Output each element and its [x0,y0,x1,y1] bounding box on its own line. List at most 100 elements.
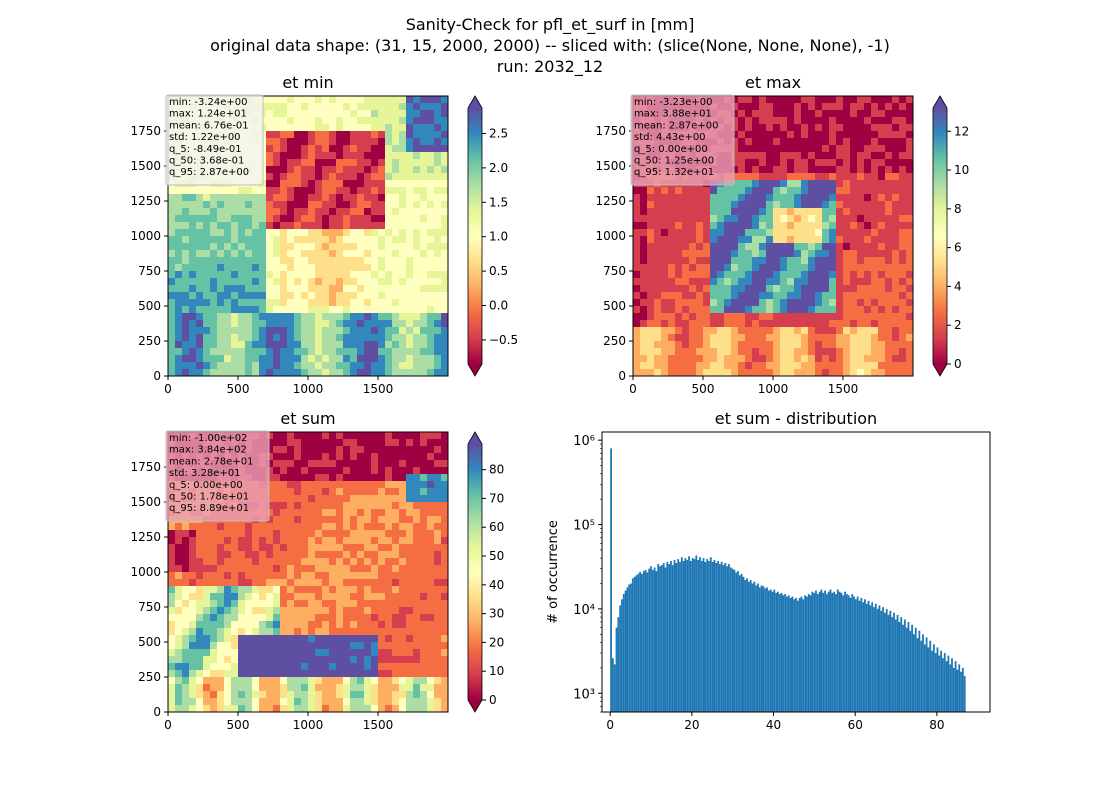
map-cell [336,152,344,160]
colorbar-tick-label: 4 [954,279,962,293]
map-cell [696,264,704,272]
map-cell [689,362,697,370]
map-cell [217,201,225,209]
map-cell [441,369,448,376]
map-cell [182,327,190,335]
map-cell [385,656,393,664]
map-cell [371,166,379,174]
map-cell [203,355,211,363]
map-cell [252,705,260,712]
map-cell [773,229,781,237]
map-cell [175,621,183,629]
map-cell [759,110,767,118]
map-cell [210,558,218,566]
map-cell [203,320,211,328]
map-cell [385,432,393,440]
map-cell [189,264,197,272]
map-cell [710,250,718,258]
map-cell [315,180,323,188]
map-cell [329,159,337,167]
map-cell [441,292,448,300]
map-cell [850,222,858,230]
map-cell [329,180,337,188]
map-cell [371,621,379,629]
map-cell [689,243,697,251]
map-cell [329,348,337,356]
map-cell [654,229,662,237]
map-cell [420,579,428,587]
map-cell [434,551,442,559]
map-cell [168,271,176,279]
map-cell [182,355,190,363]
map-cell [668,362,676,370]
map-cell [301,684,309,692]
map-cell [399,579,407,587]
map-cell [329,649,337,657]
map-cell [252,292,260,300]
map-cell [378,271,386,279]
map-cell [689,327,697,335]
map-cell [196,222,204,230]
map-cell [203,236,211,244]
map-cell [441,131,448,139]
map-cell [871,159,879,167]
map-cell [738,201,746,209]
map-cell [434,152,442,160]
map-cell [780,103,788,111]
map-cell [203,306,211,314]
map-cell [899,166,907,174]
map-cell [406,516,414,524]
map-cell [287,614,295,622]
map-cell [766,285,774,293]
map-cell [329,628,337,636]
map-cell [224,551,232,559]
map-cell [336,586,344,594]
map-cell [427,502,435,510]
map-cell [441,481,448,489]
map-cell [336,320,344,328]
x-tick-label: 0 [164,718,172,732]
map-cell [308,607,316,615]
map-cell [640,208,648,216]
map-cell [420,670,428,678]
map-cell [182,656,190,664]
map-cell [308,285,316,293]
map-cell [266,656,274,664]
map-cell [766,292,774,300]
map-cell [308,488,316,496]
hist-bar [637,573,640,712]
map-cell [280,649,288,657]
map-cell [420,278,428,286]
map-cell [336,705,344,712]
map-cell [224,642,232,650]
map-cell [801,348,809,356]
map-cell [392,495,400,503]
map-cell [364,145,372,153]
map-cell [703,306,711,314]
map-cell [864,292,872,300]
map-cell [287,656,295,664]
map-cell [829,173,837,181]
map-cell [231,250,239,258]
map-cell [654,299,662,307]
map-cell [350,530,358,538]
map-cell [864,187,872,195]
map-cell [350,502,358,510]
map-cell [794,348,802,356]
map-cell [885,180,893,188]
map-cell [182,243,190,251]
map-cell [850,320,858,328]
map-cell [413,243,421,251]
map-cell [822,299,830,307]
map-cell [864,208,872,216]
map-cell [710,285,718,293]
map-cell [766,369,774,376]
map-cell [759,208,767,216]
map-cell [745,124,753,132]
map-cell [350,705,358,712]
map-cell [231,530,239,538]
map-cell [329,327,337,335]
map-cell [724,257,732,265]
map-cell [399,572,407,580]
map-cell [413,131,421,139]
